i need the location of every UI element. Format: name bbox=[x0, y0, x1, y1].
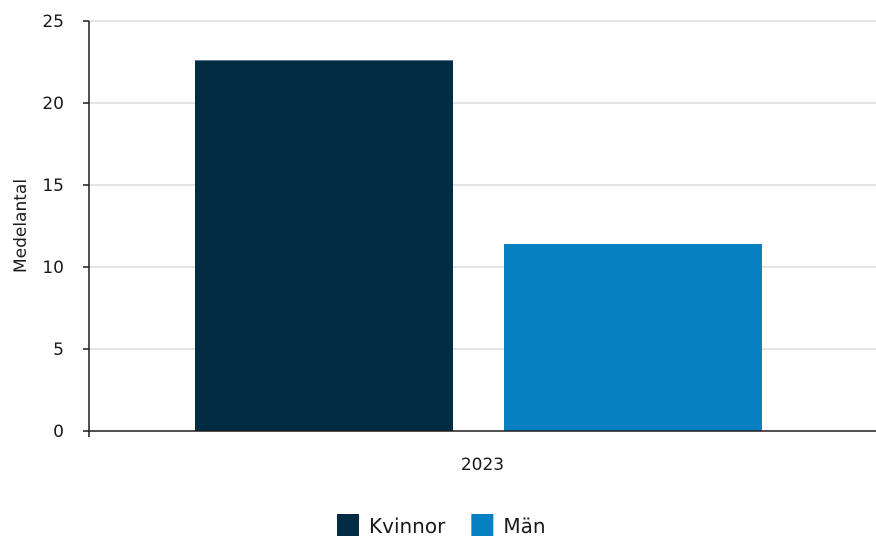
y-tick-label: 25 bbox=[42, 12, 64, 32]
y-tick-label: 15 bbox=[42, 176, 64, 196]
x-tick-label: 2023 bbox=[461, 455, 504, 475]
legend: Kvinnor Män bbox=[337, 514, 546, 538]
bar-kvinnor bbox=[195, 60, 453, 432]
legend-swatch bbox=[471, 514, 494, 536]
y-tick-label: 0 bbox=[53, 422, 64, 442]
y-axis-ticks: 0 5 10 15 20 25 bbox=[42, 12, 89, 442]
legend-item-män: Män bbox=[471, 514, 546, 538]
y-tick-label: 10 bbox=[42, 258, 64, 278]
legend-label: Kvinnor bbox=[369, 514, 446, 538]
y-tick-label: 20 bbox=[42, 94, 64, 114]
x-axis-ticks: 2023 bbox=[461, 455, 504, 475]
bars bbox=[195, 60, 762, 432]
legend-swatch bbox=[337, 514, 359, 536]
legend-item-kvinnor: Kvinnor bbox=[337, 514, 446, 538]
legend-label: Män bbox=[503, 514, 545, 538]
y-axis-title: Medelantal bbox=[11, 179, 31, 273]
y-tick-label: 5 bbox=[53, 340, 64, 360]
bar-män bbox=[504, 244, 762, 431]
axes bbox=[88, 21, 876, 437]
